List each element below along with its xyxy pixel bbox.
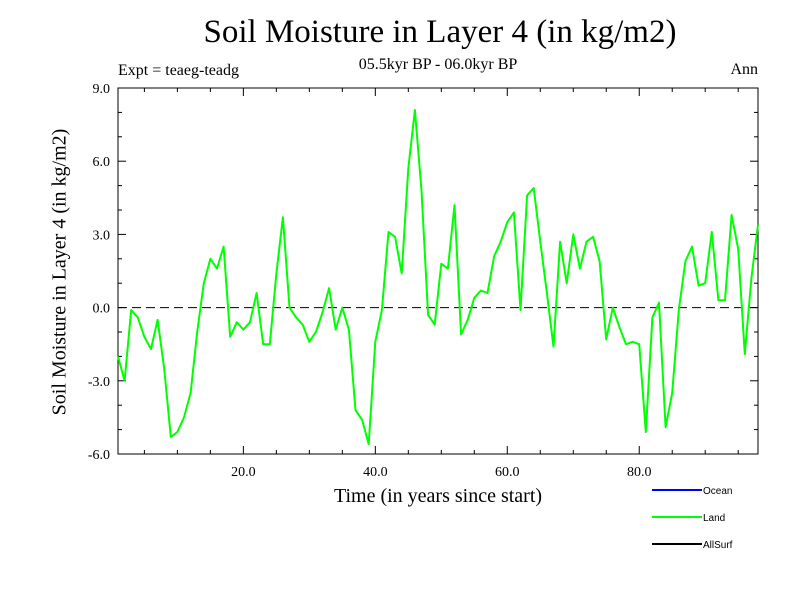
plot-frame (117, 87, 759, 455)
legend-label-land: Land (703, 513, 725, 524)
chart-subtitle: 05.5kyr BP - 06.0kyr BP (358, 56, 518, 73)
legend: Ocean Land AllSurf (652, 486, 733, 551)
x-axis-label: Time (in years since start) (333, 485, 543, 507)
x-tick-label: 80.0 (627, 465, 652, 480)
y-tick-label: -6.0 (88, 448, 110, 463)
axis-ticks (118, 87, 758, 455)
experiment-label: Expt = teaeg-teadg (118, 62, 239, 79)
x-tick-label: 40.0 (363, 465, 388, 480)
legend-label-allsurf: AllSurf (703, 540, 733, 551)
y-tick-label: 9.0 (93, 82, 111, 97)
series-line-land (117, 109, 759, 446)
chart-title: Soil Moisture in Layer 4 (in kg/m2) (203, 14, 677, 50)
series-layer (117, 109, 759, 446)
y-tick-label: -3.0 (88, 375, 110, 390)
season-label: Ann (730, 61, 758, 78)
legend-label-ocean: Ocean (703, 486, 732, 497)
y-tick-label: 3.0 (93, 228, 111, 243)
y-tick-label: 6.0 (93, 155, 111, 170)
y-tick-label: 0.0 (93, 302, 111, 317)
x-tick-label: 20.0 (231, 465, 256, 480)
x-tick-label: 60.0 (495, 465, 520, 480)
axis-tick-labels: 20.0 40.0 60.0 80.0 -6.0 -3.0 0.0 3.0 6.0 9.0 (88, 82, 652, 480)
